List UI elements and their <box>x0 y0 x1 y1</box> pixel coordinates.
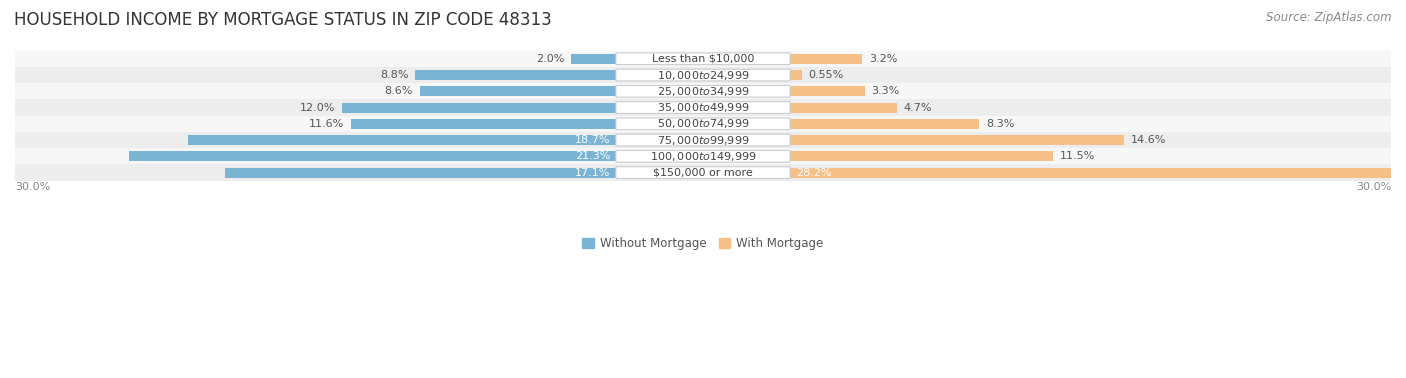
FancyBboxPatch shape <box>616 118 790 130</box>
Text: 3.2%: 3.2% <box>869 54 897 64</box>
Text: 28.2%: 28.2% <box>796 167 831 178</box>
FancyBboxPatch shape <box>616 134 790 146</box>
Bar <box>15 67 1391 83</box>
Bar <box>420 86 617 96</box>
Bar <box>15 51 1391 67</box>
Text: 4.7%: 4.7% <box>904 102 932 113</box>
Bar <box>128 151 617 161</box>
Text: 14.6%: 14.6% <box>1130 135 1166 145</box>
Bar <box>225 167 617 178</box>
Bar <box>15 148 1391 164</box>
Text: 30.0%: 30.0% <box>1355 181 1391 192</box>
Text: Less than $10,000: Less than $10,000 <box>652 54 754 64</box>
Text: 11.6%: 11.6% <box>309 119 344 129</box>
Text: $25,000 to $34,999: $25,000 to $34,999 <box>657 85 749 98</box>
Bar <box>188 135 617 145</box>
Bar <box>571 54 617 64</box>
Text: $50,000 to $74,999: $50,000 to $74,999 <box>657 117 749 130</box>
Bar <box>789 167 1406 178</box>
Text: 12.0%: 12.0% <box>299 102 335 113</box>
Text: 2.0%: 2.0% <box>536 54 564 64</box>
FancyBboxPatch shape <box>616 85 790 97</box>
Text: $150,000 or more: $150,000 or more <box>654 167 752 178</box>
Text: 18.7%: 18.7% <box>575 135 610 145</box>
Text: $10,000 to $24,999: $10,000 to $24,999 <box>657 68 749 82</box>
Text: $100,000 to $149,999: $100,000 to $149,999 <box>650 150 756 163</box>
Text: 11.5%: 11.5% <box>1060 151 1095 161</box>
Text: $75,000 to $99,999: $75,000 to $99,999 <box>657 133 749 147</box>
Text: 8.8%: 8.8% <box>380 70 408 80</box>
Bar <box>789 70 801 80</box>
Bar <box>352 119 617 129</box>
Bar <box>789 135 1123 145</box>
Bar <box>15 99 1391 116</box>
FancyBboxPatch shape <box>616 53 790 65</box>
Text: 30.0%: 30.0% <box>15 181 51 192</box>
FancyBboxPatch shape <box>616 102 790 113</box>
Bar <box>789 151 1053 161</box>
Text: 3.3%: 3.3% <box>872 86 900 96</box>
FancyBboxPatch shape <box>616 167 790 178</box>
Bar <box>15 83 1391 99</box>
FancyBboxPatch shape <box>616 69 790 81</box>
Text: 21.3%: 21.3% <box>575 151 610 161</box>
Bar <box>15 116 1391 132</box>
Bar <box>15 132 1391 148</box>
Text: 17.1%: 17.1% <box>575 167 610 178</box>
Bar <box>342 102 617 113</box>
Bar <box>789 54 862 64</box>
Text: Source: ZipAtlas.com: Source: ZipAtlas.com <box>1267 11 1392 24</box>
FancyBboxPatch shape <box>616 150 790 162</box>
Bar <box>789 119 980 129</box>
Text: HOUSEHOLD INCOME BY MORTGAGE STATUS IN ZIP CODE 48313: HOUSEHOLD INCOME BY MORTGAGE STATUS IN Z… <box>14 11 551 29</box>
Legend: Without Mortgage, With Mortgage: Without Mortgage, With Mortgage <box>582 237 824 250</box>
Text: $35,000 to $49,999: $35,000 to $49,999 <box>657 101 749 114</box>
Bar <box>15 164 1391 181</box>
Text: 0.55%: 0.55% <box>808 70 844 80</box>
Bar <box>415 70 617 80</box>
Text: 8.6%: 8.6% <box>384 86 413 96</box>
Text: 8.3%: 8.3% <box>986 119 1015 129</box>
Bar <box>789 102 897 113</box>
Bar <box>789 86 865 96</box>
